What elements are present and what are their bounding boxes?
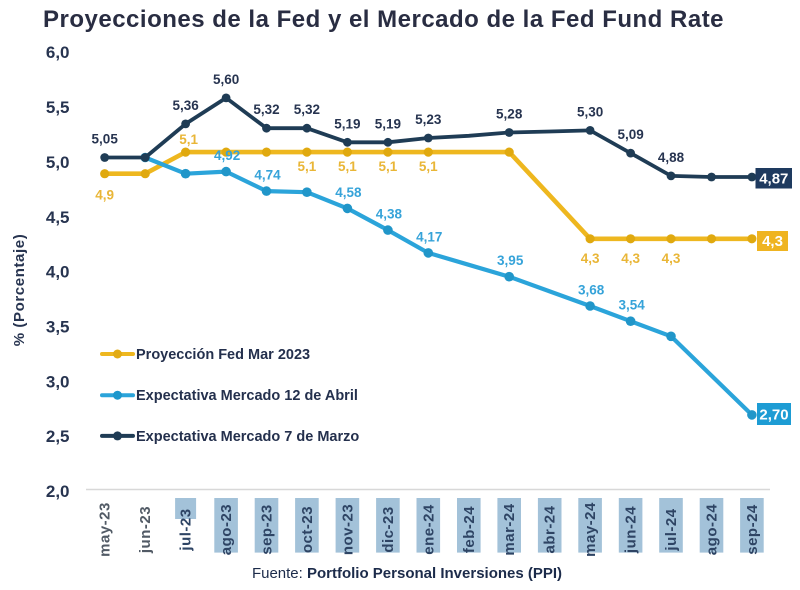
svg-text:5,32: 5,32 (294, 102, 320, 117)
svg-text:5,1: 5,1 (419, 159, 438, 174)
svg-text:4,74: 4,74 (254, 168, 281, 183)
svg-text:feb-24: feb-24 (461, 506, 478, 553)
svg-text:5,1: 5,1 (338, 159, 357, 174)
svg-text:may-24: may-24 (582, 502, 599, 557)
svg-text:sep-23: sep-23 (259, 504, 276, 555)
svg-text:4,3: 4,3 (581, 251, 600, 266)
svg-text:5,1: 5,1 (298, 159, 317, 174)
svg-text:3,54: 3,54 (618, 298, 645, 313)
svg-text:jun-23: jun-23 (137, 506, 154, 554)
svg-text:5,23: 5,23 (415, 112, 442, 127)
svg-text:5,30: 5,30 (577, 104, 603, 119)
svg-text:ene-24: ene-24 (420, 504, 437, 555)
svg-text:5,05: 5,05 (92, 132, 119, 147)
svg-text:Expectativa Mercado 12 de Abri: Expectativa Mercado 12 de Abril (136, 388, 358, 404)
svg-text:6,0: 6,0 (46, 43, 70, 62)
svg-text:5,5: 5,5 (46, 98, 70, 117)
svg-text:ago-24: ago-24 (704, 504, 721, 556)
svg-text:4,5: 4,5 (46, 208, 70, 227)
svg-text:Expectativa Mercado 7 de Marzo: Expectativa Mercado 7 de Marzo (136, 429, 359, 445)
svg-text:3,95: 3,95 (497, 253, 524, 268)
svg-text:nov-23: nov-23 (339, 504, 356, 555)
svg-text:4,58: 4,58 (335, 185, 362, 200)
svg-text:2,0: 2,0 (46, 482, 70, 501)
svg-text:5,19: 5,19 (334, 116, 360, 131)
svg-text:may-23: may-23 (97, 502, 114, 557)
svg-text:4,92: 4,92 (214, 148, 240, 163)
svg-text:5,36: 5,36 (172, 98, 199, 113)
svg-text:4,0: 4,0 (46, 263, 70, 282)
svg-text:Proyección Fed Mar 2023: Proyección Fed Mar 2023 (136, 347, 310, 363)
svg-text:2,70: 2,70 (759, 407, 788, 424)
svg-text:% (Porcentaje): % (Porcentaje) (11, 234, 28, 347)
svg-text:5,32: 5,32 (253, 102, 279, 117)
svg-text:sep-24: sep-24 (744, 504, 761, 555)
svg-text:2,5: 2,5 (46, 427, 70, 446)
svg-text:5,1: 5,1 (179, 132, 198, 147)
svg-text:jun-24: jun-24 (623, 506, 640, 554)
svg-text:4,3: 4,3 (621, 251, 640, 266)
svg-text:5,28: 5,28 (496, 107, 523, 122)
svg-text:5,0: 5,0 (46, 153, 70, 172)
svg-text:jul-24: jul-24 (663, 508, 680, 551)
svg-text:abr-24: abr-24 (542, 505, 559, 553)
svg-text:4,87: 4,87 (759, 171, 788, 188)
svg-text:4,9: 4,9 (95, 188, 114, 203)
svg-text:3,0: 3,0 (46, 372, 70, 391)
svg-text:4,17: 4,17 (416, 229, 442, 244)
svg-text:3,68: 3,68 (578, 283, 605, 298)
svg-text:5,09: 5,09 (617, 127, 643, 142)
svg-text:3,5: 3,5 (46, 318, 70, 337)
svg-text:jul-23: jul-23 (178, 508, 195, 551)
svg-text:4,3: 4,3 (762, 233, 783, 250)
svg-text:oct-23: oct-23 (299, 506, 316, 553)
svg-text:5,19: 5,19 (375, 116, 401, 131)
svg-text:5,1: 5,1 (379, 159, 398, 174)
svg-text:5,60: 5,60 (213, 72, 239, 87)
svg-text:4,88: 4,88 (658, 150, 685, 165)
svg-text:4,38: 4,38 (376, 207, 403, 222)
svg-text:dic-23: dic-23 (380, 506, 397, 552)
svg-text:4,3: 4,3 (662, 251, 681, 266)
svg-text:ago-23: ago-23 (218, 504, 235, 555)
svg-text:mar-24: mar-24 (501, 503, 518, 555)
